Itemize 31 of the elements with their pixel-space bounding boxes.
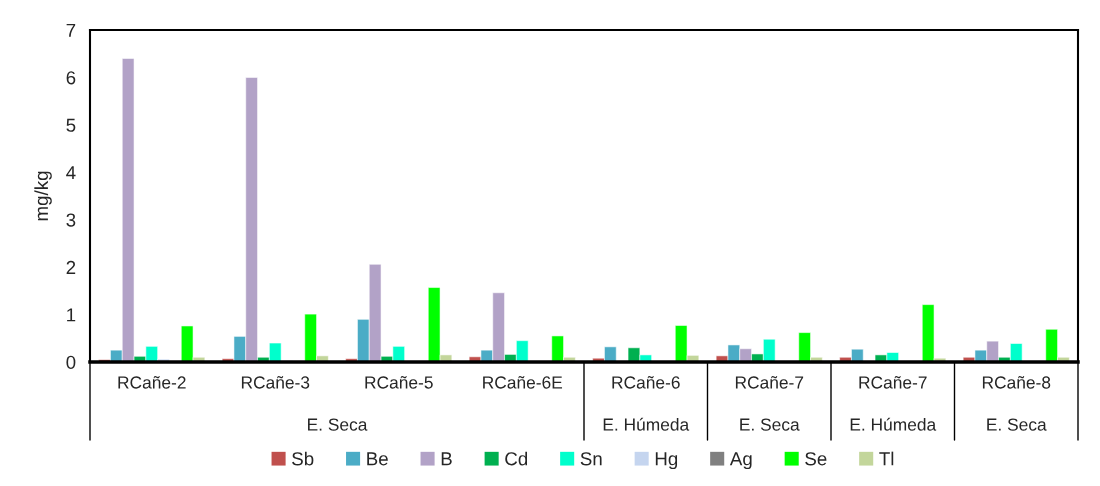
y-tick-label: 1 <box>67 308 76 322</box>
x-tick-label: RCañe-8 <box>982 376 1051 389</box>
y-tick-label: 6 <box>66 71 76 85</box>
text: E. Húmeda <box>603 417 690 431</box>
y-tick-label: 4 <box>66 166 76 180</box>
y-tick-label: 2 <box>66 260 76 274</box>
y-tick-label: 5 <box>66 118 76 132</box>
legend-label: Tl <box>879 451 894 466</box>
text: E. Seca <box>987 418 1047 431</box>
x-tick-label: RCañe-6 <box>612 376 680 389</box>
text: E. Seca <box>308 418 368 431</box>
text: E. Húmeda <box>850 417 937 431</box>
y-axis-title: mg/kg <box>34 171 52 221</box>
legend-label: Sb <box>292 451 314 466</box>
y-tick-label: 0 <box>66 355 76 369</box>
legend-label: Be <box>367 452 388 466</box>
y-tick-label: 3 <box>66 213 76 227</box>
x-tick-label: RCañe-5 <box>365 376 433 389</box>
legend-label: Cd <box>505 451 528 466</box>
legend-label: B <box>441 452 452 466</box>
legend-label: Hg <box>655 452 678 470</box>
x-tick-label: RCañe-2 <box>118 376 186 389</box>
x-tick-label: RCañe-7 <box>735 376 804 389</box>
legend-label: Se <box>805 452 827 466</box>
text: E. Seca <box>740 418 800 431</box>
y-tick-label: 7 <box>66 23 76 37</box>
x-tick-label: RCañe-6E <box>483 376 563 389</box>
legend-label: Sn <box>580 452 602 466</box>
x-tick-label: RCañe-7 <box>859 376 927 389</box>
x-tick-label: RCañe-3 <box>241 376 310 389</box>
legend-label: Ag <box>729 452 752 470</box>
